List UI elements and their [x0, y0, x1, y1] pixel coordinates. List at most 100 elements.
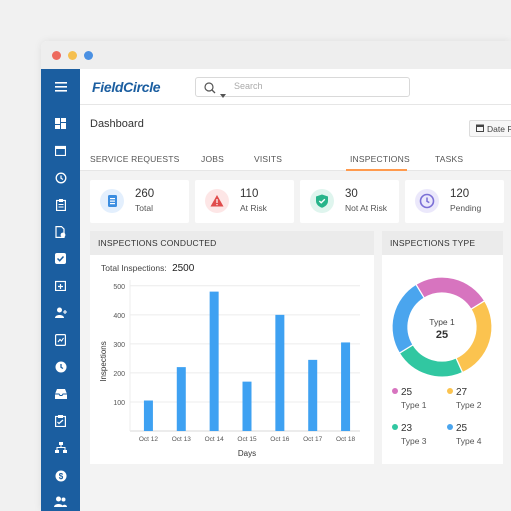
donut-slice [398, 343, 464, 378]
clock-icon [415, 189, 439, 213]
search-box[interactable]: Search [195, 77, 410, 99]
kpi-card-not-at-risk[interactable]: 30 Not At Risk [300, 180, 399, 223]
date-range-button[interactable]: Date Range [469, 120, 511, 137]
legend-dot [392, 424, 398, 430]
bar [275, 314, 285, 431]
x-axis-label: Days [238, 449, 256, 458]
search-icon [204, 81, 216, 99]
checklist-icon[interactable] [54, 414, 67, 427]
kpi-value: 30 [345, 188, 358, 200]
maximize-window-dot[interactable] [84, 51, 93, 60]
menu-icon[interactable] [54, 80, 67, 93]
x-tick-label: Oct 17 [303, 436, 323, 443]
user-add-icon[interactable] [54, 306, 67, 319]
inspections-type-donut-chart: Type 1 25 [391, 276, 493, 378]
sitemap-icon[interactable] [54, 441, 67, 454]
y-tick-label: 200 [113, 371, 125, 378]
x-tick-label: Oct 16 [270, 436, 290, 443]
total-inspections-label: Total Inspections: [101, 263, 167, 273]
legend-type-2: 27 Type 2 [447, 387, 482, 410]
clock-icon[interactable] [54, 360, 67, 373]
close-window-dot[interactable] [52, 51, 61, 60]
y-axis-label: Inspections [99, 341, 108, 381]
kpi-value: 120 [450, 188, 470, 200]
calendar-plus-icon[interactable] [54, 279, 67, 292]
warning-icon [205, 189, 229, 213]
legend-value: 25 [456, 423, 468, 434]
history-icon[interactable] [54, 171, 67, 184]
calendar-icon [476, 124, 484, 134]
legend-label: Type 1 [401, 400, 427, 410]
users-icon[interactable] [54, 495, 67, 508]
legend-value: 25 [401, 387, 413, 398]
dollar-icon[interactable]: $ [54, 469, 67, 482]
tab-visits[interactable]: VISITS [254, 154, 283, 164]
donut-slice [455, 300, 493, 374]
x-tick-label: Oct 18 [336, 436, 356, 443]
panel-title: INSPECTIONS TYPE [382, 231, 503, 255]
bar [308, 359, 318, 431]
kpi-label: Pending [450, 203, 482, 213]
inspections-type-panel: INSPECTIONS TYPE Type 1 25 25 Type 1 27 T… [382, 231, 503, 464]
kpi-value: 260 [135, 188, 155, 200]
legend-value: 27 [456, 387, 468, 398]
legend-dot [447, 424, 453, 430]
kpi-card-at-risk[interactable]: 110 At Risk [195, 180, 294, 223]
y-tick-label: 300 [113, 342, 125, 349]
tab-inspections[interactable]: INSPECTIONS [350, 154, 410, 164]
legend-dot [447, 388, 453, 394]
kpi-card-total[interactable]: 260 Total [90, 180, 189, 223]
date-range-label: Date Range [487, 123, 511, 134]
legend-type-1: 25 Type 1 [392, 387, 427, 410]
x-tick-label: Oct 13 [172, 436, 192, 443]
bar [143, 400, 153, 431]
legend-label: Type 4 [456, 436, 482, 446]
page-title: Dashboard [90, 118, 144, 130]
checkbox-icon[interactable] [54, 252, 67, 265]
legend-type-3: 23 Type 3 [392, 423, 427, 446]
report-icon[interactable] [54, 333, 67, 346]
donut-slice [415, 276, 486, 311]
y-tick-label: 100 [113, 400, 125, 407]
x-tick-label: Oct 15 [237, 436, 257, 443]
legend-dot [392, 388, 398, 394]
legend-label: Type 3 [401, 436, 427, 446]
kpi-label: Total [135, 203, 153, 213]
search-filter-caret-icon[interactable] [220, 85, 226, 103]
bar [176, 367, 186, 431]
panel-title: INSPECTIONS CONDUCTED [90, 231, 374, 255]
kpi-label: Not At Risk [345, 203, 388, 213]
inspections-conducted-panel: INSPECTIONS CONDUCTED Total Inspections:… [90, 231, 374, 464]
app-window: $ FieldCircle Search Dashboard [41, 41, 511, 511]
calendar-icon[interactable] [54, 144, 67, 157]
app-logo[interactable]: FieldCircle [92, 79, 161, 95]
clipboard-icon[interactable] [54, 198, 67, 211]
legend-type-4: 25 Type 4 [447, 423, 482, 446]
minimize-window-dot[interactable] [68, 51, 77, 60]
bar [209, 291, 219, 431]
donut-center-value: 25 [436, 329, 448, 341]
kpi-card-pending[interactable]: 120 Pending [405, 180, 504, 223]
top-bar: FieldCircle Search [80, 69, 511, 105]
kpi-value: 110 [240, 188, 259, 200]
inspections-bar-chart: 100 200 300 400 500 Oct 12 Oct 13 Oct 14 Oct 15 O… [99, 280, 360, 458]
kpi-label: At Risk [240, 203, 267, 213]
dashboard-icon[interactable] [54, 117, 67, 130]
y-tick-label: 500 [113, 284, 125, 291]
y-tick-label: 400 [113, 313, 125, 320]
tab-jobs[interactable]: JOBS [201, 154, 225, 164]
list-icon [100, 189, 124, 213]
page-header: Dashboard Date Range [80, 105, 511, 145]
legend-value: 23 [401, 423, 413, 434]
document-settings-icon[interactable] [54, 225, 67, 238]
tab-tasks[interactable]: TASKS [435, 154, 464, 164]
donut-slice [391, 283, 426, 354]
x-tick-label: Oct 12 [139, 436, 159, 443]
tab-service-requests[interactable]: SERVICE REQUESTS [90, 154, 180, 164]
legend-label: Type 2 [456, 400, 482, 410]
inbox-icon[interactable] [54, 387, 67, 400]
window-titlebar [41, 41, 511, 69]
active-tab-indicator [346, 169, 407, 171]
svg-text:$: $ [58, 472, 63, 481]
sidebar: $ [41, 69, 80, 511]
